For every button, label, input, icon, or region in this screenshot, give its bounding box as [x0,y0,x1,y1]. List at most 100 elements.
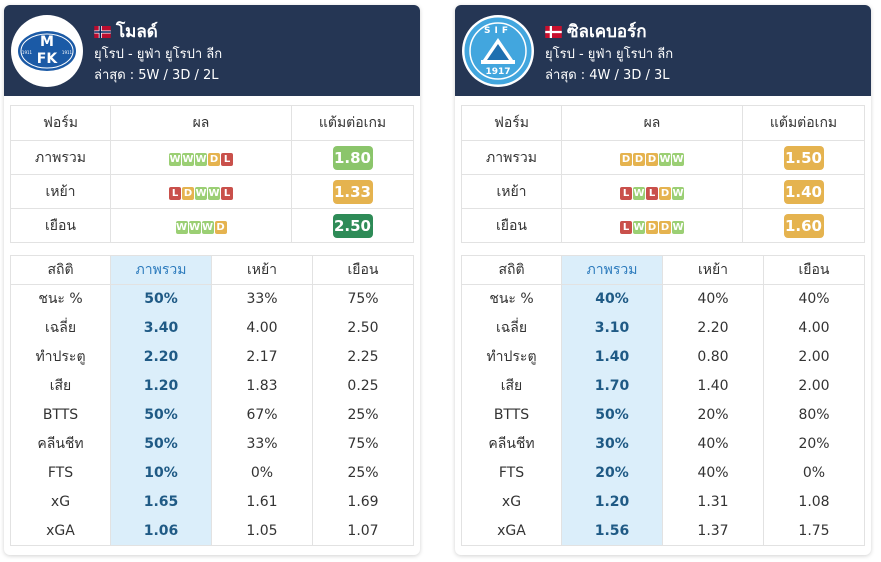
form-row-label: ภาพรวม [10,140,111,175]
stat-overall: 1.20 [561,487,663,517]
stat-home: 0.80 [662,342,764,372]
result-pill: W [188,220,201,234]
home-header: เหย้า [211,255,313,285]
stat-overall: 20% [561,458,663,488]
svg-text:1911: 1911 [62,50,73,55]
result-pill: L [169,186,181,200]
stat-home: 1.40 [662,371,764,401]
ppg-badge: 1.60 [783,213,824,238]
denmark-flag-icon [545,25,562,38]
stat-away: 1.07 [312,516,414,546]
svg-text:SIF: SIF [484,26,512,36]
stat-label: xGA [10,516,111,546]
result-pill: W [672,220,684,234]
svg-text:FK: FK [37,51,59,67]
team-header: M FK 1911 1911 โมลด์ ยุโรป - ยูฟ่า ยูโรป… [4,5,420,96]
recent-record: ล่าสุด : 5W / 3D / 2L [94,68,219,83]
stat-label: xG [461,487,562,517]
stat-home: 4.00 [211,313,313,343]
stat-label: คลีนชีท [10,429,111,459]
stat-home: 40% [662,458,764,488]
team-name[interactable]: ซิลเคบอร์ก [545,18,647,45]
result-pill: D [646,152,658,166]
form-row-label: ภาพรวม [461,140,562,175]
league-text: ยุโรป - ยูฟ่า ยูโรปา ลีก [94,47,223,62]
stat-home: 1.37 [662,516,764,546]
stat-home: 20% [662,400,764,430]
ppg-cell: 1.60 [742,208,865,243]
stats-row: เสีย 1.70 1.40 2.00 [461,371,865,401]
ppg-badge: 1.80 [332,145,373,170]
team-name-text[interactable]: ซิลเคบอร์ก [567,22,647,42]
stat-home: 0% [211,458,313,488]
stat-away: 1.69 [312,487,414,517]
result-pill: D [646,220,658,234]
result-pill: W [633,220,645,234]
ppg-cell: 1.33 [291,174,414,209]
result-pill: W [175,220,188,234]
stat-overall: 1.56 [561,516,663,546]
ppg-cell: 2.50 [291,208,414,243]
stat-away: 20% [763,429,865,459]
stat-label: FTS [10,458,111,488]
team-name[interactable]: โมลด์ [94,18,158,45]
stats-row: เฉลี่ย 3.10 2.20 4.00 [461,313,865,343]
stat-overall: 50% [110,284,212,314]
team-card-silkeborg: SIF 1917 ซิลเคบอร์ก ยุโรป - ยูฟ่า ยูโรปา… [455,5,871,555]
form-row-label: เยือน [10,208,111,243]
stats-row: xGA 1.56 1.37 1.75 [461,516,865,546]
stat-home: 67% [211,400,313,430]
stat-away: 0% [763,458,865,488]
home-header: เหย้า [662,255,764,285]
stat-home: 2.20 [662,313,764,343]
stat-overall: 1.40 [561,342,663,372]
stats-row: FTS 20% 40% 0% [461,458,865,488]
stats-row: เสีย 1.20 1.83 0.25 [10,371,414,401]
form-results: L W L D W [561,174,743,209]
stats-row: ชนะ % 50% 33% 75% [10,284,414,314]
league-text: ยุโรป - ยูฟ่า ยูโรปา ลีก [545,47,674,62]
form-results: L D W W L [110,174,292,209]
ppg-header: แต้มต่อเกม [291,105,414,141]
result-pill: L [221,152,233,166]
stat-overall: 10% [110,458,212,488]
result-pill: D [182,186,194,200]
stat-overall: 1.65 [110,487,212,517]
stat-header: สถิติ [10,255,111,285]
team-logo[interactable]: M FK 1911 1911 [11,15,83,87]
stat-overall: 30% [561,429,663,459]
stat-overall: 3.10 [561,313,663,343]
team-name-text[interactable]: โมลด์ [116,22,158,42]
stats-row: BTTS 50% 20% 80% [461,400,865,430]
form-results: W W W D L [110,140,292,175]
team-logo[interactable]: SIF 1917 [462,15,534,87]
stat-overall: 1.20 [110,371,212,401]
result-pill: D [620,152,632,166]
stats-row: ทำประตู 1.40 0.80 2.00 [461,342,865,372]
stat-away: 0.25 [312,371,414,401]
form-results: D D D W W [561,140,743,175]
away-header: เยือน [312,255,414,285]
stat-label: ชนะ % [461,284,562,314]
stat-away: 4.00 [763,313,865,343]
stat-away: 25% [312,458,414,488]
away-header: เยือน [763,255,865,285]
stat-label: xGA [461,516,562,546]
stat-away: 2.25 [312,342,414,372]
team-card-molde: M FK 1911 1911 โมลด์ ยุโรป - ยูฟ่า ยูโรป… [4,5,420,555]
stats-row: คลีนชีท 50% 33% 75% [10,429,414,459]
stat-label: ชนะ % [10,284,111,314]
stat-overall: 2.20 [110,342,212,372]
result-pill: D [659,220,671,234]
result-pill: W [672,152,684,166]
form-row-label: เหย้า [461,174,562,209]
stats-table: สถิติ ภาพรวม เหย้า เยือน ชนะ % 40% 40% 40% เ… [461,255,865,546]
stats-row: xGA 1.06 1.05 1.07 [10,516,414,546]
silkeborg-crest-icon: SIF 1917 [463,16,533,86]
stat-overall: 50% [561,400,663,430]
stat-away: 2.50 [312,313,414,343]
stat-header: สถิติ [461,255,562,285]
stat-away: 2.00 [763,371,865,401]
stats-row: เฉลี่ย 3.40 4.00 2.50 [10,313,414,343]
form-header: ฟอร์ม [461,105,562,141]
